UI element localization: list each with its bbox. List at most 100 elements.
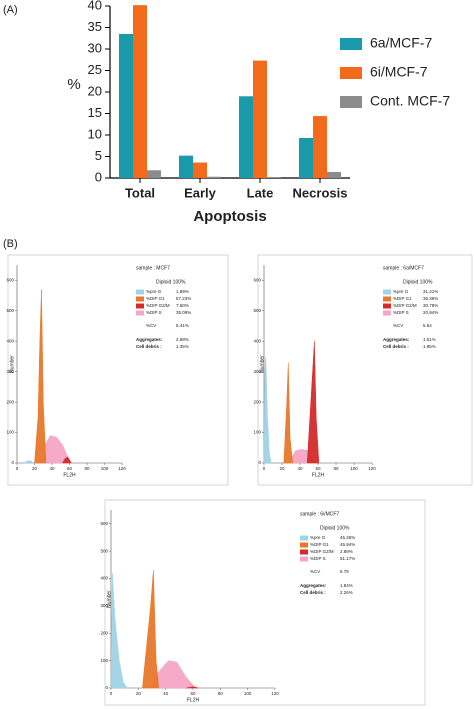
legend-swatch <box>136 303 144 309</box>
y-tick-label: 400 <box>100 576 108 581</box>
x-tick-label: 60 <box>315 466 321 471</box>
histogram-area <box>34 289 47 464</box>
y-tick-label: 0 <box>258 460 261 465</box>
legend-label: %DIP S <box>393 310 409 315</box>
legend-value: 45.94% <box>340 542 355 547</box>
stat-value: 6.78 <box>340 569 349 574</box>
y-axis-label: Number <box>259 355 265 373</box>
stat-value: 5.54 <box>423 323 432 328</box>
sample-label: sample : 6i/MCF7 <box>300 511 339 517</box>
x-tick-label: 0 <box>110 691 113 696</box>
x-tick-label: 120 <box>118 466 126 471</box>
legend-swatch <box>340 67 362 79</box>
x-tick-label: 60 <box>190 691 196 696</box>
histogram-area <box>306 341 320 464</box>
y-tick-label: 300 <box>100 603 108 608</box>
legend-label: %pre G <box>393 289 409 294</box>
legend-value: 2.89% <box>340 549 353 554</box>
x-tick-label: 60 <box>67 466 73 471</box>
y-tick-label: 200 <box>253 399 261 404</box>
x-tick-label: 80 <box>218 691 224 696</box>
legend-swatch <box>136 310 144 316</box>
legend-swatch <box>136 289 144 295</box>
legend-label: %pre G <box>310 535 326 540</box>
sample-label: sample : MCF7 <box>136 265 170 271</box>
legend-swatch <box>300 556 308 562</box>
x-tick-label: 100 <box>101 466 109 471</box>
legend-swatch <box>300 549 308 555</box>
bar <box>147 170 161 178</box>
histogram-area <box>283 362 294 464</box>
x-tick-label: 80 <box>333 466 339 471</box>
x-axis-label: Apoptosis <box>193 208 266 225</box>
sample-label: sample : 6a/MCF7 <box>383 265 424 271</box>
panel-frame <box>257 254 473 486</box>
y-tick-label: 500 <box>253 308 261 313</box>
y-tick-label: 200 <box>100 630 108 635</box>
x-tick-label: 120 <box>271 691 279 696</box>
x-tick-label: 0 <box>263 466 266 471</box>
legend-label: %DIP S <box>146 310 162 315</box>
legend-value: 35.09% <box>176 310 191 315</box>
bar <box>267 177 281 178</box>
stat-label: Aggregates: <box>300 583 327 588</box>
x-tick-label: 100 <box>350 466 358 471</box>
y-axis-label: % <box>67 76 80 93</box>
y-tick-label: 30 <box>88 40 102 55</box>
bar <box>193 162 207 178</box>
x-tick-label: 100 <box>244 691 252 696</box>
legend-swatch <box>340 96 362 108</box>
x-tick-label: 20 <box>279 466 285 471</box>
y-tick-label: 200 <box>6 399 14 404</box>
legend-value: 7.60% <box>176 303 189 308</box>
histogram-area <box>110 572 128 689</box>
stat-value: 2.26% <box>340 590 353 595</box>
histogram-area <box>186 686 199 689</box>
stat-label: Aggregates: <box>136 337 163 342</box>
legend-swatch <box>300 535 308 541</box>
stat-value: 1.61% <box>423 337 436 342</box>
x-axis-label: FL2H <box>63 472 76 478</box>
histogram-area <box>23 460 35 464</box>
legend-swatch <box>383 296 391 302</box>
y-tick-label: 600 <box>6 277 14 282</box>
bar <box>207 176 221 178</box>
legend-label: %DIP S <box>310 556 326 561</box>
y-tick-label: 500 <box>100 548 108 553</box>
x-axis-label: FL2H <box>312 472 325 478</box>
legend-swatch <box>383 303 391 309</box>
y-axis-label: Number <box>106 590 112 608</box>
stat-label: %CV <box>310 569 320 574</box>
y-tick-label: 10 <box>88 126 102 141</box>
legend-value: 1.89% <box>176 289 189 294</box>
x-tick-label: 80 <box>84 466 90 471</box>
panel-label: (B) <box>3 238 18 250</box>
legend-value: 30.78% <box>423 303 438 308</box>
legend-swatch <box>340 38 362 50</box>
x-tick-label: Late <box>247 185 274 200</box>
legend-label: %pre G <box>146 289 162 294</box>
legend-label: %DIP G1 <box>146 296 165 301</box>
legend-label: %DIP G2/M <box>393 303 417 308</box>
legend-value: 20.94% <box>423 310 438 315</box>
bar <box>133 5 147 179</box>
legend-label: Cont. MCF-7 <box>370 93 450 109</box>
y-tick-label: 20 <box>88 83 102 98</box>
bar <box>253 60 267 178</box>
bar <box>299 138 313 178</box>
y-tick-label: 100 <box>100 658 108 663</box>
stat-label: %CV <box>146 323 156 328</box>
y-tick-label: 0 <box>105 685 108 690</box>
legend-label: 6a/MCF-7 <box>370 35 432 51</box>
y-tick-label: 400 <box>6 338 14 343</box>
legend-value: 31.41% <box>423 289 438 294</box>
x-tick-label: 20 <box>136 691 142 696</box>
subtitle: Diploid 100% <box>156 279 186 285</box>
x-tick-label: Necrosis <box>293 185 348 200</box>
y-tick-label: 300 <box>253 369 261 374</box>
stat-value: 1.85% <box>423 344 436 349</box>
y-tick-label: 0 <box>95 169 102 184</box>
legend-swatch <box>383 289 391 295</box>
x-tick-label: Early <box>184 185 217 200</box>
panel-frame <box>7 254 229 486</box>
